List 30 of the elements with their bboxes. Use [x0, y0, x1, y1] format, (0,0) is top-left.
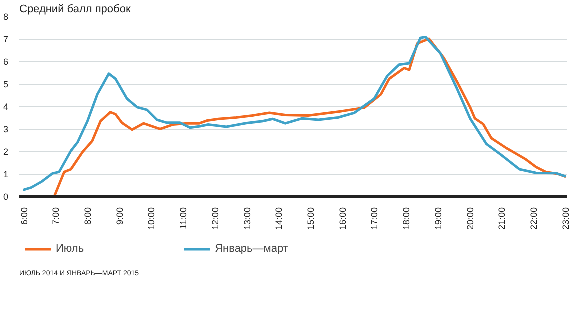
- x-tick-label: 13:00: [242, 207, 252, 230]
- y-axis-title: Средний балл пробок: [20, 4, 131, 16]
- x-tick-label: 22:00: [529, 207, 540, 230]
- x-tick-label: 21:00: [497, 207, 508, 230]
- x-tick-label: 18:00: [402, 207, 412, 230]
- x-tick-label: 6:00: [19, 207, 30, 226]
- x-tick-label: 16:00: [338, 207, 348, 230]
- y-tick-label: 8: [3, 12, 9, 22]
- x-tick-label: 7:00: [51, 207, 62, 226]
- x-tick-label: 14:00: [274, 207, 284, 230]
- x-tick-label: 17:00: [370, 207, 380, 230]
- x-tick-label: 12:00: [210, 207, 220, 230]
- x-tick-label: 23:00: [560, 207, 571, 230]
- x-tick-label: 9:00: [114, 207, 125, 226]
- y-tick-label: 0: [3, 192, 9, 202]
- y-tick-label: 1: [3, 170, 9, 180]
- x-tick-label: 11:00: [178, 207, 189, 230]
- x-tick-label: 20:00: [465, 207, 476, 230]
- y-tick-label: 3: [3, 124, 9, 134]
- x-tick-label: 19:00: [433, 207, 444, 230]
- x-tick-label: 15:00: [306, 207, 316, 230]
- y-tick-label: 4: [3, 102, 9, 112]
- y-tick-label: 5: [3, 80, 9, 90]
- legend-label: Январь—март: [215, 243, 288, 255]
- x-tick-label: 10:00: [146, 207, 157, 230]
- y-tick-label: 7: [3, 34, 9, 44]
- y-tick-label: 6: [3, 57, 9, 67]
- y-tick-label: 2: [3, 147, 9, 157]
- x-tick-label: 8:00: [83, 207, 93, 226]
- legend-label: Июль: [56, 243, 84, 255]
